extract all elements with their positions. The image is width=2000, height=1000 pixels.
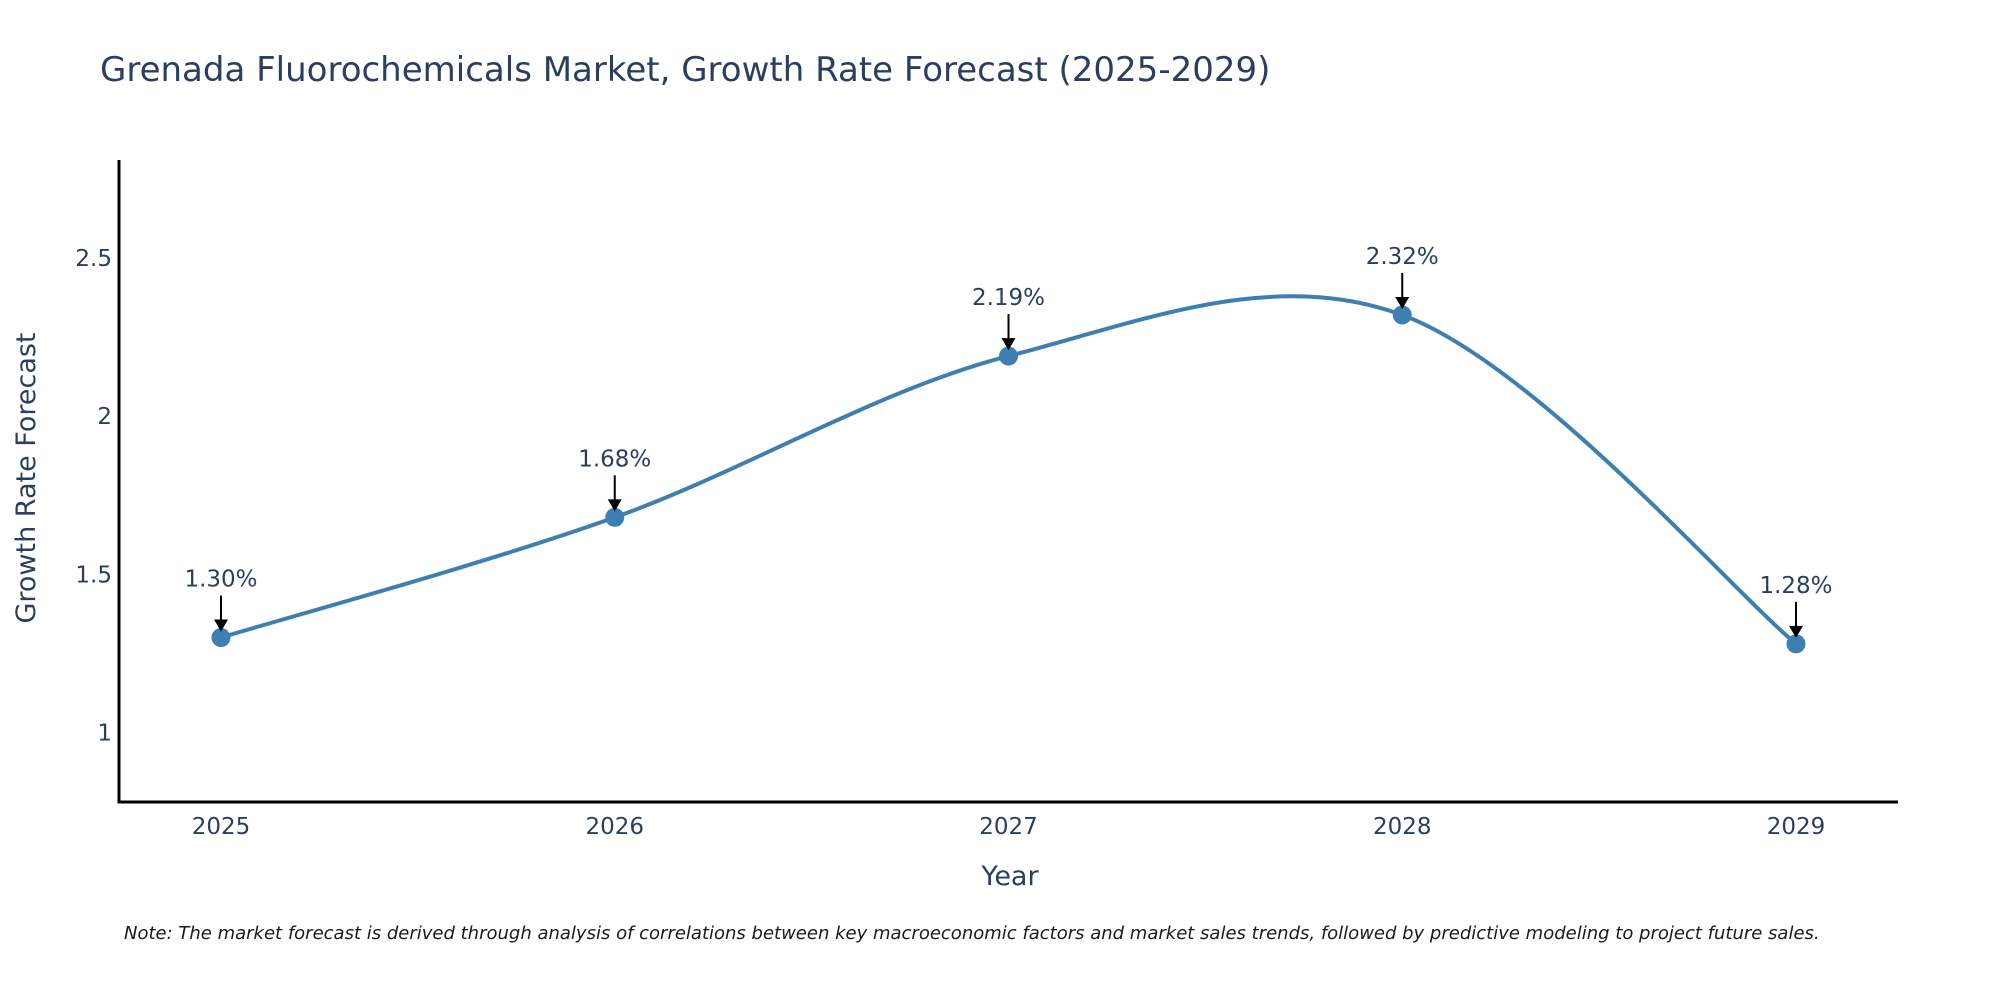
axes xyxy=(117,160,1898,804)
data-point[interactable] xyxy=(1786,634,1806,654)
chart-title: Grenada Fluorochemicals Market, Growth R… xyxy=(100,50,1270,90)
y-tick-label: 2.5 xyxy=(75,246,112,272)
data-label: 1.28% xyxy=(1759,573,1832,599)
annotation-arrowhead xyxy=(1789,625,1803,638)
x-axis-title: Year xyxy=(980,861,1039,892)
data-points xyxy=(211,305,1806,654)
x-tick-label: 2025 xyxy=(192,814,251,840)
x-tick-label: 2029 xyxy=(1767,814,1826,840)
x-tick-label: 2027 xyxy=(979,814,1038,840)
data-point[interactable] xyxy=(211,628,231,648)
data-point[interactable] xyxy=(999,346,1018,366)
chart-note: Note: The market forecast is derived thr… xyxy=(124,923,1820,944)
data-label: 1.68% xyxy=(578,446,651,472)
data-point[interactable] xyxy=(1392,305,1412,325)
data-label: 1.30% xyxy=(184,567,257,593)
annotation-arrowhead xyxy=(1395,296,1410,309)
data-label: 2.32% xyxy=(1366,244,1439,270)
y-axis-ticks: 1 1.5 2 2.5 xyxy=(75,246,112,746)
annotation-arrowhead xyxy=(214,619,228,632)
annotation-arrowhead xyxy=(607,499,622,512)
data-annotations: 1.30% 1.68% 2.19% 2.32% 1.28% xyxy=(184,244,1833,638)
annotation-arrowhead xyxy=(1001,338,1016,351)
x-tick-label: 2026 xyxy=(585,814,644,840)
data-point[interactable] xyxy=(605,507,625,527)
y-axis-title: Growth Rate Forecast xyxy=(11,332,42,623)
data-label: 2.19% xyxy=(972,285,1045,311)
y-tick-label: 1.5 xyxy=(75,562,112,588)
x-axis-ticks: 2025 2026 2027 2028 2029 xyxy=(192,814,1826,840)
y-tick-label: 1 xyxy=(97,720,112,746)
x-tick-label: 2028 xyxy=(1373,814,1432,840)
y-tick-label: 2 xyxy=(97,404,112,430)
